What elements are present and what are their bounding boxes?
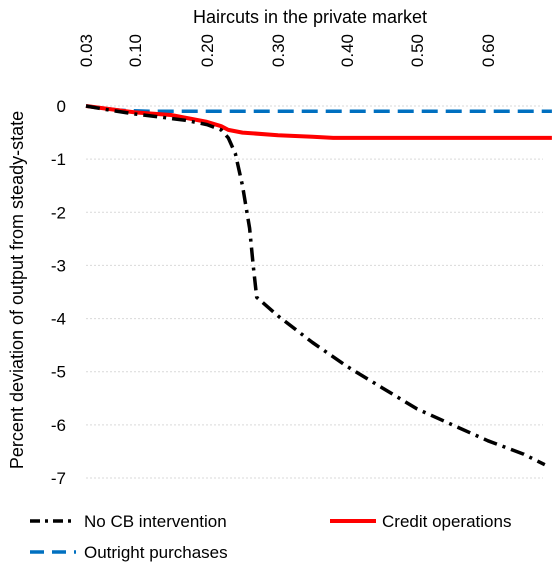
x-tick-label: 0.50 [408,34,427,67]
y-tick-label: -5 [51,363,66,382]
x-tick-label: 0.10 [126,34,145,67]
x-tick-labels: 0.03 0.10 0.20 0.30 0.40 0.50 0.60 [77,34,498,67]
legend-label: No CB intervention [84,512,227,531]
y-tick-label: -6 [51,416,66,435]
series-line-outright-purchases [85,104,552,114]
series-lines [85,104,552,467]
y-tick-label: -4 [51,310,66,329]
legend: No CB intervention Credit operations Outri… [30,512,511,562]
x-tick-label: 0.20 [198,34,217,67]
legend-label: Outright purchases [84,543,228,562]
y-tick-label: -2 [51,203,66,222]
y-axis-title: Percent deviation of output from steady-… [7,111,27,469]
y-tick-label: -3 [51,256,66,275]
x-axis-title: Haircuts in the private market [193,7,427,27]
y-tick-label: -7 [51,469,66,488]
y-tick-label: -1 [51,150,66,169]
y-tick-label: 0 [57,97,66,116]
y-tick-labels: 0 -1 -2 -3 -4 -5 -6 -7 [51,97,66,488]
x-tick-label: 0.03 [77,34,96,67]
x-tick-label: 0.60 [479,34,498,67]
x-tick-label: 0.40 [338,34,357,67]
x-tick-label: 0.30 [269,34,288,67]
gridlines [86,105,543,479]
legend-label: Credit operations [382,512,511,531]
series-line-no-cb-intervention [85,104,546,467]
series-line-credit-operations [85,104,552,140]
